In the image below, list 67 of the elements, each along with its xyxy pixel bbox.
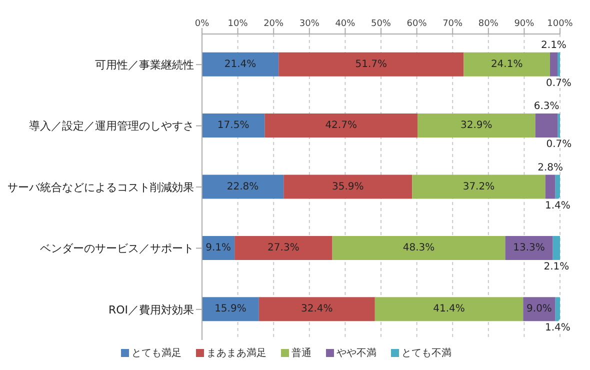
y-tick-label: ベンダーのサービス／サポート <box>40 242 194 256</box>
bar <box>202 297 259 322</box>
data-label: 42.7% <box>325 120 357 132</box>
bar <box>535 114 558 138</box>
legend-label: やや不満 <box>336 346 376 360</box>
y-tick-label: 導入／設定／運用管理のしやすさ <box>29 120 194 133</box>
legend-label: とても不満 <box>400 346 452 360</box>
data-label: 6.3% <box>534 101 560 112</box>
bar <box>278 52 464 76</box>
data-label: 51.7% <box>355 58 388 70</box>
data-label: 15.9% <box>214 304 246 315</box>
bar <box>464 52 550 76</box>
data-label: 27.3% <box>268 242 300 254</box>
data-label: 35.9% <box>332 181 364 192</box>
bar <box>505 236 553 260</box>
data-label: 1.4% <box>544 200 570 212</box>
bar <box>555 174 560 199</box>
bar <box>202 114 265 138</box>
data-label: 41.4% <box>433 304 465 315</box>
bar <box>202 52 279 76</box>
bar <box>258 297 375 322</box>
data-label: 24.1% <box>490 58 523 70</box>
bar <box>550 52 558 76</box>
x-tick-label: 70% <box>442 19 464 29</box>
bar <box>418 114 536 138</box>
data-label: 22.8% <box>226 181 259 192</box>
data-label: 17.5% <box>217 120 250 132</box>
x-tick-label: 0% <box>194 19 210 29</box>
x-tick-label: 20% <box>264 19 284 29</box>
bar <box>234 236 332 260</box>
x-tick-label: 100% <box>547 19 574 29</box>
data-label: 32.4% <box>301 304 333 315</box>
bar <box>545 174 556 199</box>
data-label: 0.7% <box>546 139 572 150</box>
data-label: 48.3% <box>402 242 435 254</box>
bar <box>557 52 560 76</box>
legend-label: まあまあ満足 <box>206 346 266 360</box>
data-label: 2.8% <box>538 162 564 174</box>
x-tick-label: 90% <box>514 19 535 29</box>
x-tick-label: 50% <box>370 19 392 29</box>
bar <box>374 297 524 322</box>
data-label: 21.4% <box>224 58 256 70</box>
x-tick-label: 30% <box>299 19 320 29</box>
bar <box>284 174 412 199</box>
bar <box>412 174 546 199</box>
data-label: 9.0% <box>526 304 552 315</box>
x-tick-label: 80% <box>478 19 499 29</box>
bar <box>555 297 560 322</box>
data-label: 2.1% <box>541 40 566 51</box>
x-tick-label: 60% <box>406 19 428 29</box>
y-tick-label: ROI／費用対効果 <box>108 303 194 316</box>
data-label: 1.4% <box>544 322 570 334</box>
y-tick-label: 可用性／事業継続性 <box>95 58 194 72</box>
data-label: 13.3% <box>513 242 545 254</box>
x-tick-label: 10% <box>228 19 248 29</box>
bar <box>552 236 560 260</box>
bar <box>202 174 284 199</box>
data-label: 9.1% <box>206 242 231 254</box>
data-label: 0.7% <box>546 78 572 89</box>
data-label: 32.9% <box>460 120 492 132</box>
x-tick-label: 40% <box>335 19 356 29</box>
bar <box>332 236 506 260</box>
data-label: 2.1% <box>544 261 570 272</box>
data-label: 37.2% <box>462 181 495 192</box>
bar <box>264 114 418 138</box>
legend-label: とても満足 <box>130 346 182 360</box>
legend-label: 普通 <box>290 346 312 360</box>
